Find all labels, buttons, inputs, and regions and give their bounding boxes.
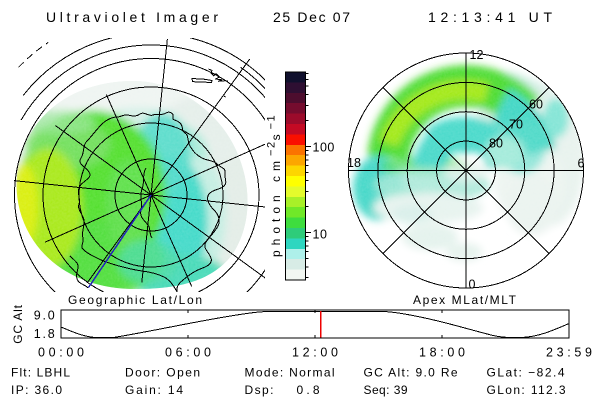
svg-text:12:13:41 UT: 12:13:41 UT bbox=[428, 9, 552, 25]
svg-text:60: 60 bbox=[529, 98, 543, 112]
svg-text:0.8: 0.8 bbox=[297, 383, 320, 397]
svg-text:70: 70 bbox=[509, 118, 523, 132]
svg-text:GLat: −82.4: GLat: −82.4 bbox=[487, 366, 565, 380]
svg-text:Apex MLat/MLT: Apex MLat/MLT bbox=[413, 293, 517, 307]
svg-text:25 Dec 07: 25 Dec 07 bbox=[273, 9, 350, 25]
svg-text:Gain: 14: Gain: 14 bbox=[125, 383, 183, 397]
svg-text:photon cm−2s−1: photon cm−2s−1 bbox=[266, 114, 284, 257]
svg-text:Door: Open: Door: Open bbox=[125, 366, 200, 380]
svg-text:23:59: 23:59 bbox=[546, 346, 592, 360]
svg-text:100: 100 bbox=[313, 141, 335, 155]
svg-text:Ultraviolet Imager: Ultraviolet Imager bbox=[46, 9, 218, 25]
svg-text:GC Alt: 9.0 Re: GC Alt: 9.0 Re bbox=[364, 366, 458, 380]
svg-text:Mode: Normal: Mode: Normal bbox=[245, 366, 335, 380]
svg-text:1.8: 1.8 bbox=[34, 327, 57, 341]
svg-text:GC Alt: GC Alt bbox=[11, 304, 25, 343]
svg-text:IP: 36.0: IP: 36.0 bbox=[11, 383, 62, 397]
svg-text:12:00: 12:00 bbox=[292, 346, 338, 360]
svg-text:Dsp:: Dsp: bbox=[245, 383, 274, 397]
svg-text:Seq: 39: Seq: 39 bbox=[364, 383, 408, 397]
svg-text:0: 0 bbox=[469, 278, 476, 292]
svg-text:12: 12 bbox=[470, 48, 484, 62]
svg-text:6: 6 bbox=[578, 157, 585, 171]
svg-text:Flt: LBHL: Flt: LBHL bbox=[11, 366, 70, 380]
svg-text:10: 10 bbox=[313, 228, 328, 242]
svg-text:06:00: 06:00 bbox=[165, 346, 211, 360]
svg-text:18: 18 bbox=[347, 156, 361, 170]
svg-text:80: 80 bbox=[489, 137, 503, 151]
svg-text:GLon: 112.3: GLon: 112.3 bbox=[487, 383, 566, 397]
svg-text:00:00: 00:00 bbox=[38, 346, 84, 360]
svg-text:Geographic Lat/Lon: Geographic Lat/Lon bbox=[68, 293, 202, 307]
svg-text:18:00: 18:00 bbox=[419, 346, 465, 360]
svg-text:9.0: 9.0 bbox=[34, 309, 57, 323]
